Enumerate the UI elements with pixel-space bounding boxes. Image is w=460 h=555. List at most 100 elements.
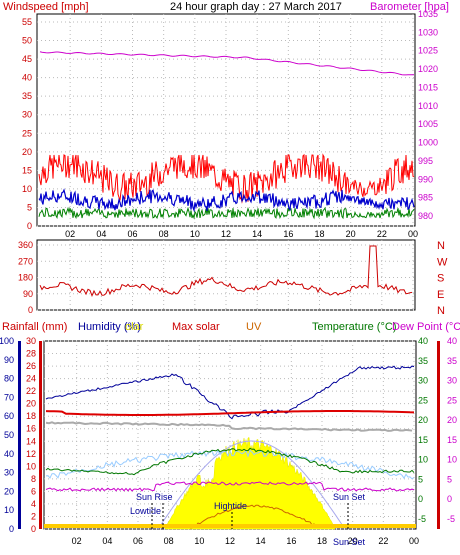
time-tick: 06 [127, 229, 137, 239]
dew-point-tick: 20 [447, 415, 457, 425]
windspeed-tick: 0 [27, 221, 32, 231]
sun-set-bottom-label: Sun Set [333, 537, 366, 547]
humidity-tick: 80 [4, 374, 14, 384]
barometer-tick: 1005 [418, 119, 438, 129]
time-tick: 14 [252, 229, 262, 239]
direction-tick: 270 [18, 256, 33, 266]
compass-letter: E [437, 289, 444, 301]
sun-set-label: Sun Set [333, 492, 366, 502]
windspeed-label: Windspeed [mph] [3, 1, 89, 13]
dew-point-tick: 40 [447, 336, 457, 346]
rain-tick: 16 [26, 424, 36, 434]
time-tick: 08 [164, 536, 174, 546]
time-tick: 00 [408, 229, 418, 239]
windspeed-tick: 55 [22, 17, 32, 27]
humidity-tick: 0 [9, 524, 14, 534]
temperature-tick: 25 [418, 395, 428, 405]
time-tick: 16 [283, 229, 293, 239]
barometer-tick: 1010 [418, 101, 438, 111]
time-tick: 08 [159, 229, 169, 239]
compass-letter: N [437, 305, 445, 317]
rain-rate-bar [44, 524, 416, 528]
barometer-tick: 1025 [418, 46, 438, 56]
barometer-axis: 1035 1030 1025 1020 1015 1010 1005 1000 995 990 98… [418, 9, 438, 221]
solar-label-fragment: olar [125, 321, 144, 333]
high-tide-label: Hightide [214, 501, 247, 511]
wind-low-line [38, 206, 415, 220]
rain-tick: 30 [26, 336, 36, 346]
time-tick: 00 [409, 536, 419, 546]
time-tick: 22 [378, 536, 388, 546]
compass-letter: S [437, 273, 444, 285]
direction-tick: 360 [18, 240, 33, 250]
dew-point-tick: 35 [447, 356, 457, 366]
uv-label: UV [246, 321, 262, 333]
temperature-tick: 0 [418, 494, 423, 504]
time-tick: 20 [348, 536, 358, 546]
windspeed-tick: 40 [22, 73, 32, 83]
time-tick: 18 [314, 229, 324, 239]
dew-point-tick: 0 [447, 494, 452, 504]
temperature-tick: 35 [418, 356, 428, 366]
dew-point-tick: 5 [447, 474, 452, 484]
rainfall-line [45, 410, 415, 416]
dew-point-line [45, 481, 415, 492]
humidity-tick: 50 [4, 430, 14, 440]
rain-tick: 10 [26, 461, 36, 471]
windspeed-tick: 25 [22, 128, 32, 138]
rain-tick: 6 [31, 486, 36, 496]
humidity-line [45, 365, 415, 420]
max-solar-curve [157, 440, 345, 530]
time-tick: 18 [317, 536, 327, 546]
dew-point-tick: 10 [447, 455, 457, 465]
temperature-tick: 20 [418, 415, 428, 425]
time-tick: 02 [65, 229, 75, 239]
rain-tick: 4 [31, 499, 36, 509]
dew-point-tick: 30 [447, 376, 457, 386]
graph-title: 24 hour graph day : 27 March 2017 [170, 1, 342, 13]
compass-letter: N [437, 240, 445, 252]
time-tick: 22 [377, 229, 387, 239]
time-tick: 12 [225, 536, 235, 546]
climate-axes: 1009080706050403020100302826242220181614… [0, 336, 457, 546]
barometer-tick: 995 [418, 156, 433, 166]
barometer-tick: 985 [418, 193, 433, 203]
barometer-tick: 990 [418, 174, 433, 184]
solar-raw-line [45, 449, 415, 480]
barometer-line [39, 51, 415, 76]
rain-tick: 22 [26, 386, 36, 396]
sun-rise-label: Sun Rise [136, 492, 173, 502]
dew-point-label: Dew Point (°C) [392, 321, 460, 333]
humidity-tick: 40 [4, 449, 14, 459]
temperature-tick: 10 [418, 455, 428, 465]
time-tick: 20 [346, 229, 356, 239]
rain-tick: 0 [31, 524, 36, 534]
dew-point-tick: 15 [447, 435, 457, 445]
max-solar-label: Max solar [172, 321, 220, 333]
time-tick: 10 [190, 229, 200, 239]
rain-tick: 14 [26, 436, 36, 446]
time-tick: 12 [221, 229, 231, 239]
time-tick: 14 [256, 536, 266, 546]
barometer-tick: 1000 [418, 138, 438, 148]
temperature-tick: -5 [418, 514, 426, 524]
windspeed-tick: 35 [22, 91, 32, 101]
direction-tick: 0 [28, 305, 33, 315]
barometer-tick: 1020 [418, 64, 438, 74]
time-tick: 16 [286, 536, 296, 546]
humidity-tick: 100 [0, 336, 14, 346]
time-tick: 06 [133, 536, 143, 546]
windspeed-tick: 10 [22, 184, 32, 194]
barometer-label: Barometer [hpa] [370, 1, 449, 13]
humidity-tick: 70 [4, 392, 14, 402]
rain-tick: 24 [26, 374, 36, 384]
uv-line [189, 504, 321, 529]
time-tick: 04 [102, 536, 112, 546]
wind-direction-line [39, 245, 413, 298]
dew-point-tick: 25 [447, 395, 457, 405]
time-tick: 10 [194, 536, 204, 546]
dew-point-tick: -5 [447, 514, 455, 524]
